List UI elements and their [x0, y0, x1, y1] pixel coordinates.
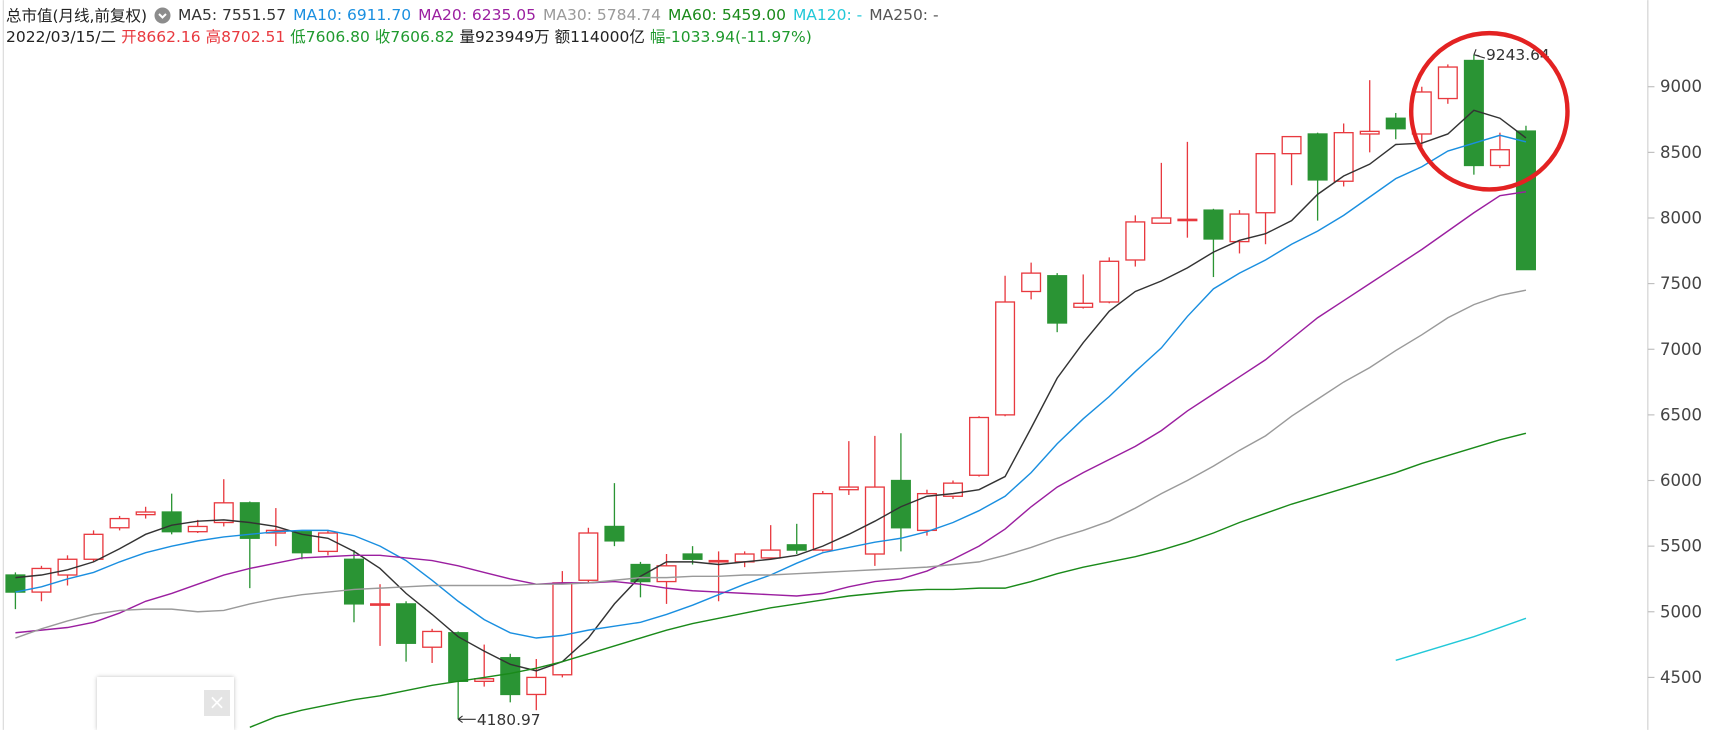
candle-body [291, 531, 312, 554]
candle-body [1307, 133, 1328, 181]
candle-body [1255, 153, 1276, 214]
candle-body [526, 676, 547, 696]
candle-body [500, 657, 521, 696]
candle-body [239, 502, 260, 539]
ma-line [249, 432, 1527, 728]
candle-body [1099, 260, 1120, 303]
info-item: 高8702.51 [205, 28, 286, 46]
candle-body [1229, 213, 1250, 243]
info-item: 2022/03/15/二 [6, 28, 117, 46]
candle-body [1073, 302, 1094, 308]
candle-body [1359, 130, 1380, 135]
candle-body [916, 492, 937, 532]
candle-body [1411, 91, 1432, 135]
candle-body [396, 603, 417, 644]
ma-line [15, 289, 1527, 639]
candle-body [5, 574, 26, 593]
info-row: 2022/03/15/二 开8662.16 高8702.51 低7606.80 收760… [6, 25, 812, 47]
candle-body [370, 603, 391, 606]
legend-entry: MA5: 7551.57 [178, 6, 287, 24]
candle-body [812, 492, 833, 551]
candle-body [578, 532, 599, 581]
plot-area: 4500 5000 5500 6000 6500 7000 7500 8000 8500 9000… [5, 46, 1702, 729]
y-tick-label: 8000 [1660, 208, 1702, 227]
candle-body [604, 525, 625, 542]
y-tick-label: 8500 [1660, 143, 1702, 162]
annotation-arrow [457, 715, 476, 724]
candle-body [682, 553, 703, 560]
candle-body [474, 678, 495, 682]
candle-body [1021, 272, 1042, 293]
candle-body [1177, 218, 1198, 222]
chart-title: 总市值(月线,前复权) [6, 7, 148, 25]
candle-body [1385, 117, 1406, 130]
ma-line [15, 109, 1527, 672]
min-label: 4180.97 [477, 711, 541, 729]
candle-body [161, 511, 182, 533]
y-tick-label: 7500 [1660, 274, 1702, 293]
candle-body [708, 559, 729, 563]
candle-body [1047, 275, 1068, 324]
candle-body [83, 533, 104, 560]
settings-toggle[interactable] [154, 7, 171, 24]
y-tick-label: 9000 [1660, 77, 1702, 96]
legend-row: 总市值(月线,前复权) MA5: 7551.57 MA10: 6911.70 MA2… [6, 4, 939, 26]
candle-body [213, 502, 234, 524]
candle-body [760, 549, 781, 559]
info-item: 低7606.80 [290, 28, 370, 46]
candle-body [187, 525, 208, 533]
candle-body [1515, 130, 1536, 271]
candle-body [1151, 217, 1172, 224]
candle-body [1489, 149, 1510, 167]
candle-body [1437, 66, 1458, 100]
candle-body [1203, 209, 1224, 240]
candle-body [135, 511, 156, 516]
info-item: 幅-1033.94(-11.97%) [649, 28, 812, 46]
info-item: 量923949万 [459, 28, 550, 46]
legend-entry: MA10: 6911.70 [293, 6, 412, 24]
ma-line [1395, 617, 1527, 662]
y-tick-label: 5000 [1660, 602, 1702, 621]
candle-body [109, 517, 130, 529]
candle-body [1333, 132, 1354, 182]
y-tick-label: 6500 [1660, 405, 1702, 424]
candle-body [656, 565, 677, 583]
legend-entry: MA30: 5784.74 [543, 6, 661, 24]
popup-close-button[interactable]: × [204, 690, 230, 716]
candle-body [1125, 221, 1146, 261]
y-tick-label: 4500 [1660, 668, 1702, 687]
legend-entry: MA60: 5459.00 [667, 6, 786, 24]
ma-line [15, 191, 1527, 634]
legend-entry: MA250: - [869, 6, 939, 24]
max-label: 9243.64 [1486, 46, 1550, 64]
candle-body [1281, 135, 1302, 155]
info-item: 收7606.82 [374, 28, 455, 46]
candle-body [343, 558, 365, 605]
legend-entry: MA120: - [792, 6, 863, 24]
candle-body [890, 479, 911, 529]
info-item: 额114000亿 [554, 28, 645, 46]
info-item: 开8662.16 [121, 28, 201, 46]
candle-body [838, 486, 859, 491]
highlight-circle [1408, 30, 1570, 192]
popup: × [97, 677, 234, 730]
candle-body [422, 630, 443, 648]
y-tick-label: 5500 [1660, 537, 1702, 556]
y-tick-label: 7000 [1660, 340, 1702, 359]
candle-body [969, 416, 990, 476]
annotation-arrow [1473, 49, 1486, 59]
candle-body [995, 301, 1016, 416]
candle-body [786, 544, 807, 551]
y-tick-label: 6000 [1660, 471, 1702, 490]
legend-entry: MA20: 6235.05 [418, 6, 537, 24]
